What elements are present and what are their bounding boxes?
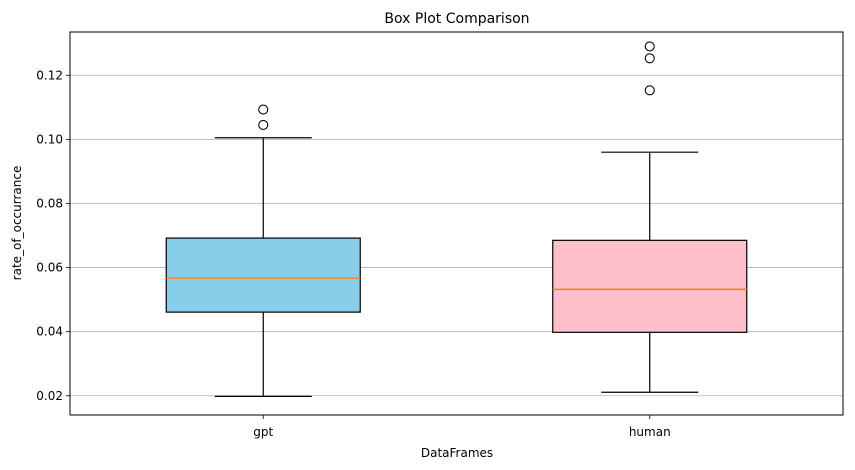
boxes-group <box>165 41 748 398</box>
x-tick-label: human <box>629 425 671 439</box>
x-tick-label: gpt <box>253 425 273 439</box>
plot-frame <box>69 31 844 416</box>
iqr-box <box>165 237 361 313</box>
outlier-point <box>644 85 655 96</box>
y-tick-label: 0.10 <box>36 132 63 146</box>
chart-title: Box Plot Comparison <box>384 11 529 27</box>
box-human <box>552 41 748 393</box>
outlier-point <box>258 119 269 130</box>
outlier-point <box>258 104 269 115</box>
y-tick-label: 0.06 <box>36 261 63 275</box>
y-axis-label: rate_of_occurrance <box>10 166 24 281</box>
y-gridlines <box>70 74 843 397</box>
x-axis-label: DataFrames <box>421 446 493 460</box>
y-tick-label: 0.08 <box>36 196 63 210</box>
y-tick-label: 0.04 <box>36 325 63 339</box>
y-axis: 0.02 0.04 0.06 0.08 0.10 0.12 <box>36 68 70 403</box>
outlier-point <box>644 41 655 52</box>
iqr-box <box>552 239 748 333</box>
y-tick-label: 0.12 <box>36 68 63 82</box>
y-tick-label: 0.02 <box>36 389 63 403</box>
box-gpt <box>165 104 361 398</box>
outlier-point <box>644 53 655 64</box>
x-axis: gpt human <box>253 415 671 439</box>
